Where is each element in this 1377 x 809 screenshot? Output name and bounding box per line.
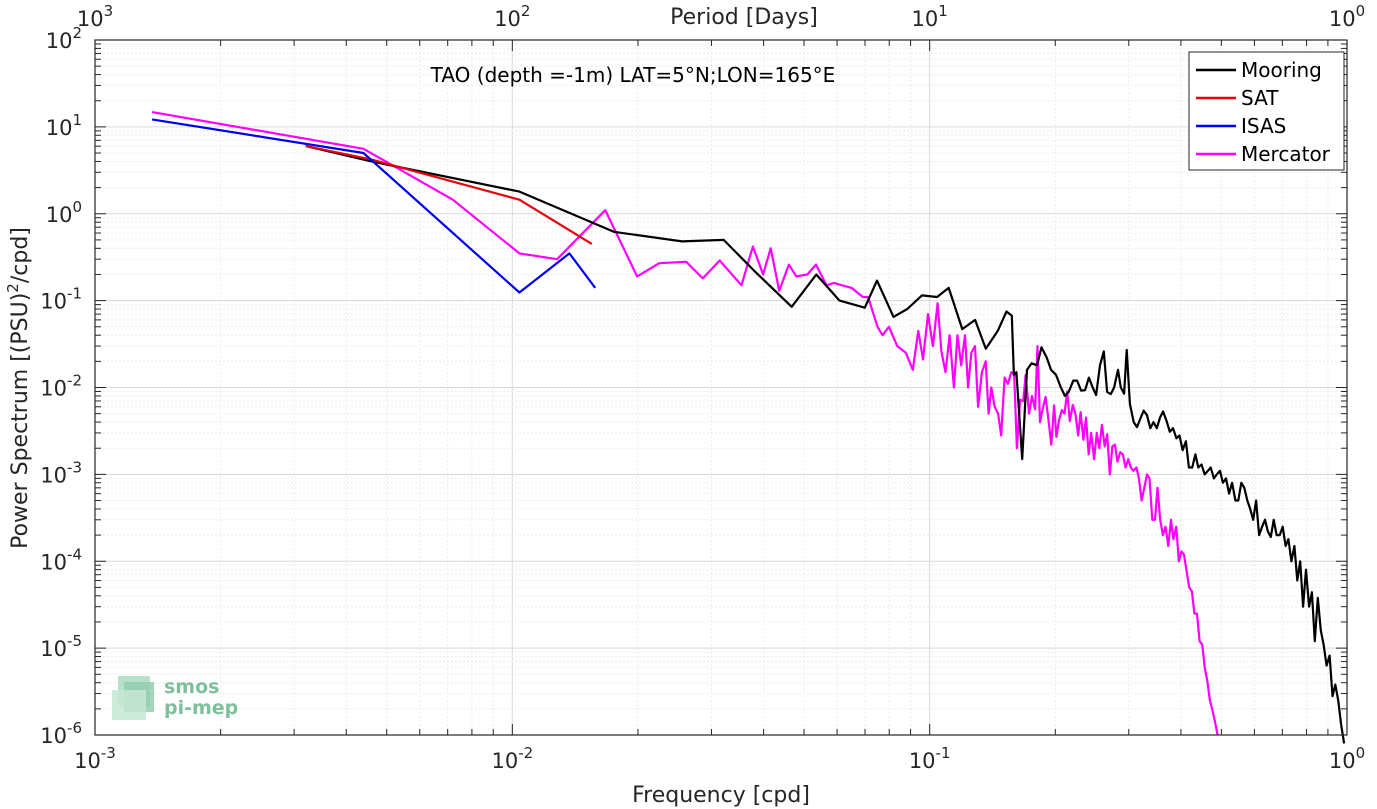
series-line-mercator <box>151 111 1219 736</box>
y-axis-label-tail: /cpd] <box>8 227 33 283</box>
chart-title: TAO (depth =-1m) LAT=5°N;LON=165°E <box>430 63 836 87</box>
y-tick-label-exponent: -6 <box>67 719 82 737</box>
y-tick-label-exponent: 1 <box>72 111 82 129</box>
y-tick-label: 10-2 <box>40 372 82 401</box>
logo-text-pi-mep: pi-mep <box>164 697 238 719</box>
x-tick-label-base: 10 <box>909 749 936 773</box>
series-line-sat <box>305 145 593 245</box>
x-tick-label-exponent: -2 <box>518 744 533 762</box>
y-axis-label: Power Spectrum [(PSU)2/cpd] <box>4 227 33 549</box>
x-tick-label: 10-2 <box>491 744 533 773</box>
y-tick-label-base: 10 <box>46 203 73 227</box>
grid <box>94 40 1347 736</box>
x-axis-label: Frequency [cpd] <box>632 783 810 808</box>
series-line-isas <box>151 118 597 294</box>
legend-box <box>1188 51 1345 171</box>
y-tick-label: 102 <box>46 24 82 53</box>
x-tick-label-base: 10 <box>1329 749 1356 773</box>
y-tick-label-exponent: -3 <box>67 458 82 476</box>
y-tick-label-base: 10 <box>40 463 67 487</box>
x-tick-label-exponent: -3 <box>101 744 116 762</box>
y-tick-label-exponent: 0 <box>72 198 82 216</box>
top-axis-label: Period [Days] <box>670 5 818 30</box>
top-tick-label-exponent: 1 <box>938 2 948 20</box>
y-tick-label: 10-5 <box>40 632 82 661</box>
tick-marks <box>94 39 1348 736</box>
y-tick-label-exponent: -1 <box>67 285 82 303</box>
y-tick-label-exponent: -5 <box>67 632 82 650</box>
y-tick-label-exponent: -2 <box>67 372 82 390</box>
y-tick-label-base: 10 <box>46 116 73 140</box>
y-tick-label: 10-4 <box>40 545 82 574</box>
y-tick-label-base: 10 <box>40 377 67 401</box>
y-tick-label-base: 10 <box>40 637 67 661</box>
y-axis-label-sup: 2 <box>4 283 22 293</box>
x-tick-label: 100 <box>1329 744 1365 773</box>
series-line-mooring <box>305 145 1346 744</box>
y-tick-label-base: 10 <box>40 724 67 748</box>
series-group <box>151 111 1346 744</box>
top-tick-label-exponent: 0 <box>1356 2 1366 20</box>
x-tick-label: 10-1 <box>909 744 951 773</box>
y-tick-label: 10-6 <box>40 719 82 748</box>
top-tick-label: 100 <box>1329 2 1365 31</box>
y-tick-label: 100 <box>46 198 82 227</box>
logo-text-smos: smos <box>164 676 219 698</box>
x-tick-label: 10-3 <box>74 744 116 773</box>
legend-label-sat: SAT <box>1241 86 1279 110</box>
top-tick-label-exponent: 3 <box>104 2 114 20</box>
y-tick-label-base: 10 <box>40 290 67 314</box>
top-tick-label-base: 10 <box>77 7 104 31</box>
x-tick-label-base: 10 <box>74 749 101 773</box>
y-tick-label: 10-3 <box>40 458 82 487</box>
legend-label-mercator: Mercator <box>1241 142 1331 166</box>
y-tick-label-base: 10 <box>40 550 67 574</box>
y-tick-label: 101 <box>46 111 82 140</box>
x-tick-label-exponent: -1 <box>936 744 951 762</box>
legend-label-isas: ISAS <box>1241 114 1286 138</box>
y-tick-label: 10-1 <box>40 285 82 314</box>
smos-pi-mep-logo: smos pi-mep <box>112 676 238 720</box>
legend-label-mooring: Mooring <box>1241 58 1322 82</box>
top-tick-label: 103 <box>77 2 113 31</box>
y-tick-label-exponent: 2 <box>72 24 82 42</box>
top-tick-label-base: 10 <box>494 7 521 31</box>
x-tick-label-exponent: 0 <box>1356 744 1366 762</box>
top-tick-label-base: 10 <box>912 7 939 31</box>
top-tick-label-base: 10 <box>1329 7 1356 31</box>
x-tick-label-base: 10 <box>491 749 518 773</box>
y-tick-label-base: 10 <box>46 29 73 53</box>
y-tick-label-exponent: -4 <box>67 545 82 563</box>
y-axis-label-main: Power Spectrum [(PSU) <box>8 293 33 549</box>
logo-mark-front <box>112 690 146 720</box>
top-tick-label-exponent: 2 <box>521 2 531 20</box>
top-tick-label: 101 <box>912 2 948 31</box>
legend: Mooring SAT ISAS Mercator <box>1188 51 1345 171</box>
top-tick-label: 102 <box>494 2 530 31</box>
